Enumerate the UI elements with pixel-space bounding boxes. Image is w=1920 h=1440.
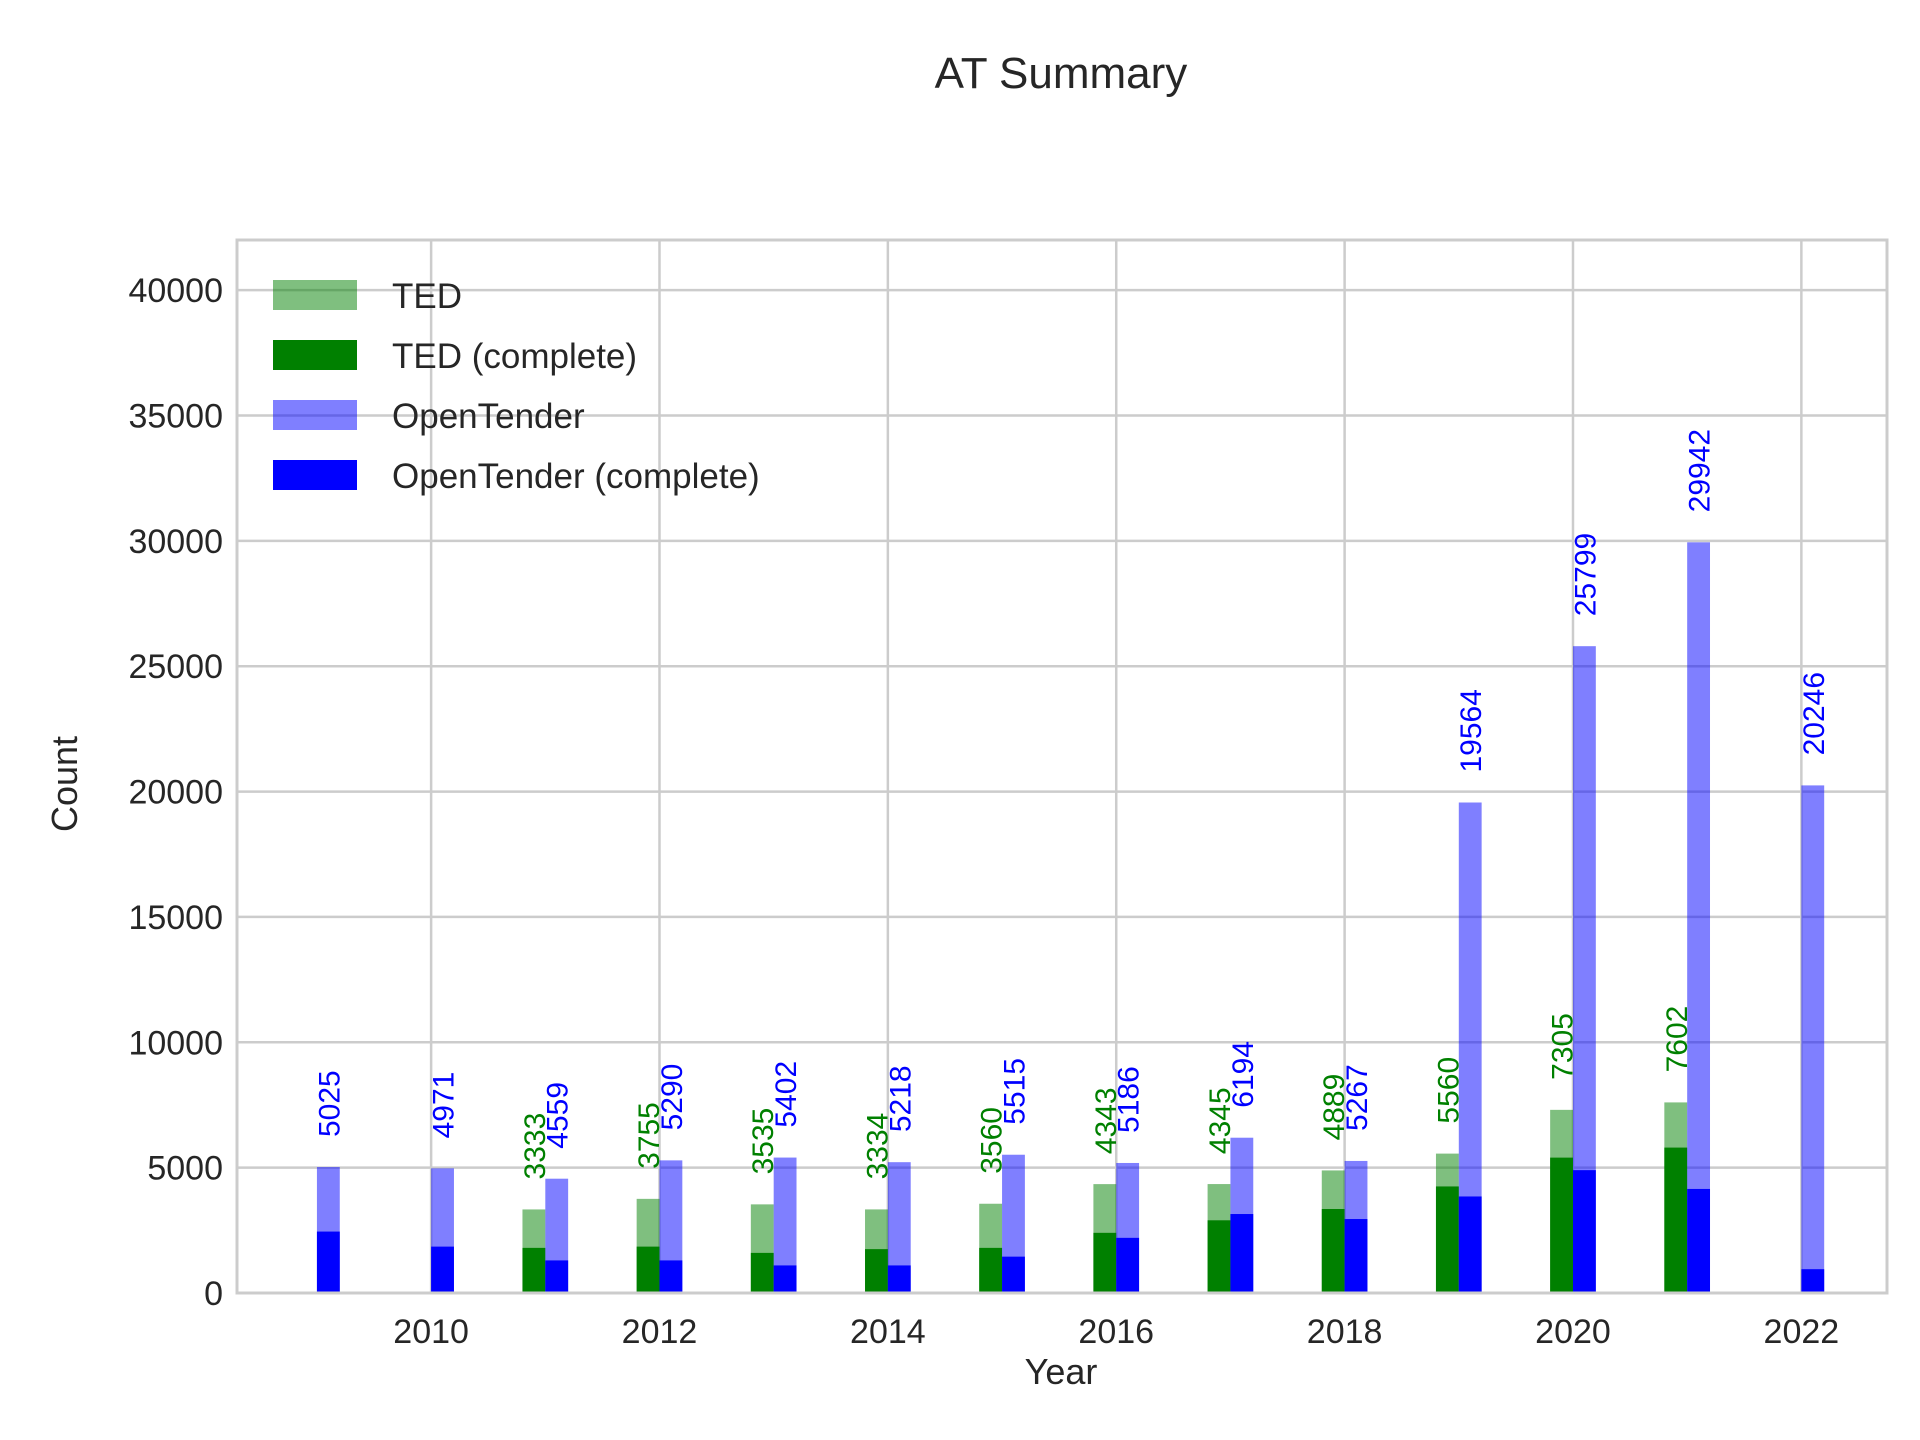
data-labels: 3333 3755 3535 3334 3560 4343 4345 4889 5560 7305… [313,429,1830,1180]
bar-opentender-complete-2020 [1572,1170,1596,1293]
bar-opentender-complete-2016 [1116,1237,1140,1293]
data-label: 5186 [1113,1066,1146,1133]
bar-opentender-complete-2012 [659,1260,683,1293]
bar-opentender-complete-2014 [887,1265,911,1293]
bar-opentender-2014 [887,1162,911,1293]
data-label: 4345 [1204,1087,1237,1154]
legend-entry: OpenTender [392,397,585,436]
bar-opentender-2022 [1801,785,1825,1293]
bars [316,542,1825,1293]
legend-swatch [273,460,357,490]
bar-opentender-complete-2009 [316,1231,340,1293]
x-axis-label: Year [1025,1351,1098,1392]
data-label: 5515 [998,1058,1031,1125]
bar-opentender-2012 [659,1160,683,1293]
y-tick-label: 15000 [128,899,223,937]
bar-opentender-2013 [773,1157,797,1293]
data-label: 25799 [1569,533,1602,616]
data-label: 3334 [861,1113,894,1180]
bar-ted-complete-2018 [1321,1209,1345,1293]
data-label: 20246 [1798,672,1831,755]
y-tick-label: 25000 [128,648,223,686]
legend-entry: TED (complete) [392,337,637,376]
data-label: 3755 [633,1102,666,1169]
bar-opentender-2020 [1572,646,1596,1293]
data-label: 6194 [1227,1041,1260,1108]
x-tick-label: 2010 [393,1313,469,1351]
x-tick-label: 2022 [1764,1313,1840,1351]
y-tick-label: 5000 [147,1150,223,1188]
bar-ted-complete-2015 [979,1247,1003,1293]
data-label: 5402 [770,1061,803,1128]
bar-opentender-2019 [1458,802,1482,1293]
data-label: 19564 [1455,689,1488,772]
data-label: 5267 [1341,1064,1374,1131]
bar-opentender-complete-2021 [1687,1188,1711,1293]
bar-ted-complete-2014 [865,1249,888,1293]
bar-opentender-complete-2010 [431,1246,454,1293]
legend-entry: TED [392,277,462,316]
data-label: 7305 [1547,1013,1580,1080]
x-tick-label: 2016 [1078,1313,1154,1351]
chart-title: AT Summary [935,49,1188,98]
bar-ted-complete-2016 [1093,1232,1117,1293]
bar-ted-complete-2013 [750,1252,774,1293]
bar-opentender-complete-2013 [773,1265,797,1293]
data-label: 29942 [1684,429,1717,512]
x-axis-ticks: 2010 2012 2014 2016 2018 2020 2022 [393,1313,1839,1351]
bar-ted-complete-2020 [1550,1157,1573,1293]
bar-ted-complete-2019 [1435,1186,1459,1293]
bar-ted-complete-2011 [522,1247,546,1293]
data-label: 7602 [1661,1006,1694,1073]
legend-swatch [273,340,357,370]
plot-frame [235,238,1889,1295]
legend-swatch [273,400,357,430]
data-label: 5025 [313,1070,346,1137]
bar-ted-complete-2021 [1664,1147,1688,1293]
bar-opentender-complete-2018 [1344,1219,1368,1293]
y-tick-label: 30000 [128,523,223,561]
y-tick-label: 40000 [128,272,223,310]
legend-swatch [273,280,357,310]
y-tick-label: 0 [204,1275,223,1313]
y-axis-label: Count [44,736,85,832]
data-label: 4971 [428,1072,461,1139]
y-tick-label: 35000 [128,398,223,436]
bar-opentender-2021 [1687,542,1711,1293]
bar-opentender-complete-2019 [1458,1196,1482,1293]
bar-opentender-complete-2017 [1230,1214,1254,1293]
legend-entry: OpenTender (complete) [392,457,760,496]
plot-area: 3333 3755 3535 3334 3560 4343 4345 4889 5560 7305… [235,238,1889,1295]
y-tick-label: 10000 [128,1024,223,1062]
data-label: 5290 [656,1064,689,1131]
data-label: 4559 [542,1082,575,1149]
x-tick-label: 2018 [1307,1313,1383,1351]
x-tick-label: 2012 [622,1313,698,1351]
data-label: 5218 [884,1065,917,1132]
data-label: 5560 [1432,1057,1465,1124]
bar-opentender-complete-2022 [1801,1269,1825,1293]
data-label: 4343 [1090,1087,1123,1154]
bar-ted-complete-2017 [1207,1220,1231,1293]
bar-opentender-complete-2011 [545,1260,569,1293]
data-label: 3560 [976,1107,1009,1174]
y-tick-label: 20000 [128,774,223,812]
bar-opentender-complete-2015 [1002,1256,1025,1293]
x-tick-label: 2014 [850,1313,926,1351]
data-label: 4889 [1318,1074,1351,1141]
y-axis-ticks: 0 5000 10000 15000 20000 25000 30000 35000 40000 [128,272,223,1313]
data-label: 3333 [519,1113,552,1180]
legend: TED TED (complete) OpenTender OpenTender (c… [273,277,760,496]
x-tick-label: 2020 [1535,1313,1611,1351]
bar-ted-complete-2012 [636,1246,660,1293]
data-label: 3535 [747,1108,780,1175]
